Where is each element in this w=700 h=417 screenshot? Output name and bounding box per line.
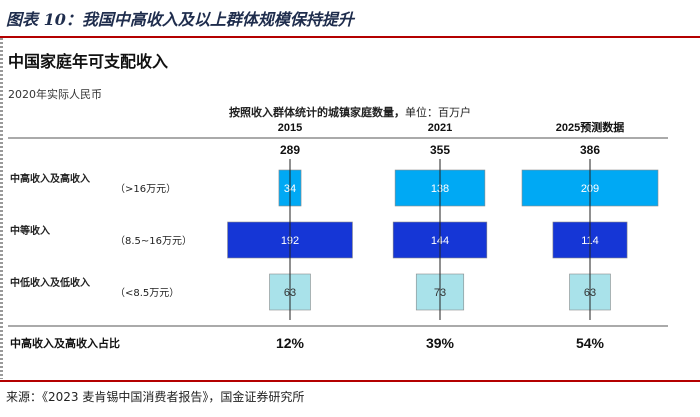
row-range-2: （<8.5万元） [115,287,179,299]
panel-title: 中国家庭年可支配收入 [8,52,169,71]
chart-caption: 按照收入群体统计的城镇家庭数量，单位：百万户 [0,104,700,120]
row-label-1: 中等收入 [10,224,50,237]
column-header-2: 2025预测数据 [556,120,624,134]
share-value-1: 39% [426,335,455,351]
left-dotted-border [0,38,3,379]
figure-title: 图表 10：我国中高收入及以上群体规模保持提升 [6,10,354,29]
row-label-2: 中低收入及低收入 [10,276,90,289]
bottom-rule [0,380,700,382]
row-range-1: （8.5~16万元） [115,235,192,247]
caption-unit: 单位：百万户 [405,106,471,119]
column-header-1: 2021 [428,122,452,134]
share-row-label: 中高收入及高收入占比 [10,336,120,350]
row-label-0: 中高收入及高收入 [10,172,90,185]
top-rule [0,36,700,38]
share-value-0: 12% [276,335,305,351]
column-total-0: 289 [280,143,300,157]
column-total-2: 386 [580,143,600,157]
column-total-1: 355 [430,143,450,157]
column-header-0: 2015 [278,122,302,134]
share-value-2: 54% [576,335,605,351]
source-note: 来源：《2023 麦肯锡中国消费者报告》，国金证券研究所 [6,390,305,404]
income-group-chart: 2015 289 2021 355 2025预测数据 386 中高收入及高收入 （>16万元）… [8,120,668,351]
row-range-0: （>16万元） [115,183,176,195]
caption-main: 按照收入群体统计的城镇家庭数量， [229,106,405,119]
panel-subtitle: 2020年实际人民币 [8,88,102,101]
